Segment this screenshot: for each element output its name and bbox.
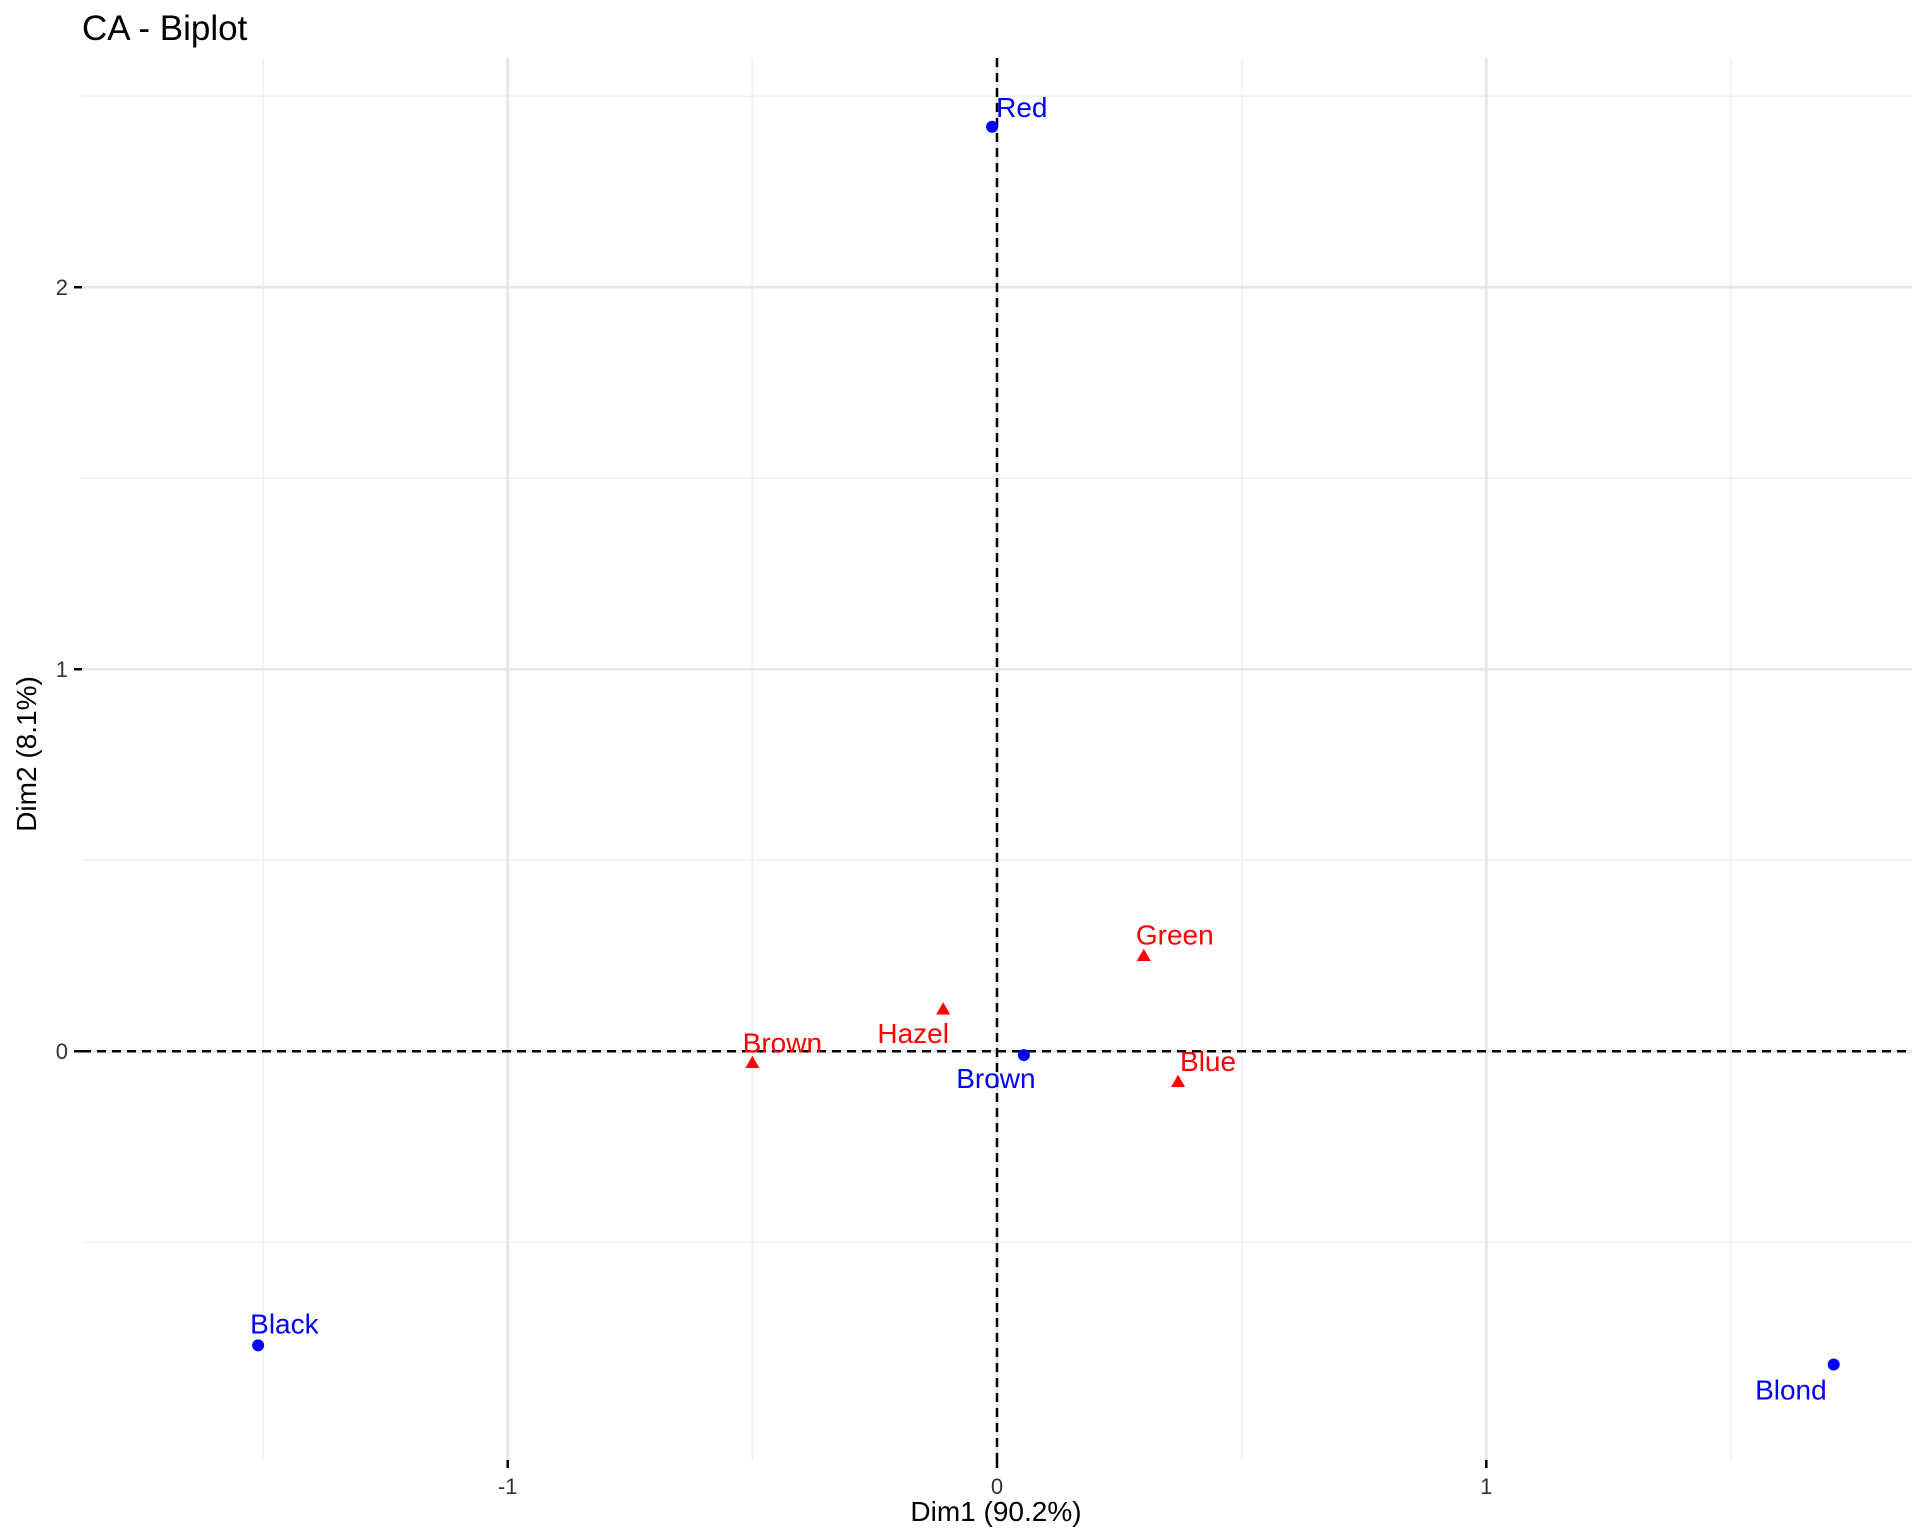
triangle-point-blue — [1171, 1074, 1186, 1088]
chart-title: CA - Biplot — [82, 9, 248, 48]
x-tick-label: -1 — [498, 1474, 518, 1499]
triangle-point-green — [1136, 948, 1151, 961]
y-tick-label: 2 — [56, 275, 68, 300]
reference-lines — [82, 58, 1912, 1460]
x-axis-title: Dim1 (90.2%) — [910, 1496, 1081, 1527]
point-label-blond: Blond — [1755, 1374, 1827, 1405]
circle-point-brown — [1017, 1049, 1030, 1062]
y-tick-label: 1 — [56, 657, 68, 682]
triangle-point-brown — [745, 1055, 760, 1068]
y-tick-label: 0 — [56, 1039, 68, 1064]
y-axis-title: Dim2 (8.1%) — [11, 676, 42, 832]
circle-point-red — [986, 120, 999, 133]
x-tick-label: 0 — [991, 1474, 1003, 1499]
point-label-blue: Blue — [1180, 1046, 1236, 1077]
point-label-brown: Brown — [743, 1028, 822, 1059]
point-label-red: Red — [996, 92, 1047, 123]
circle-point-blond — [1827, 1358, 1840, 1371]
axis-ticks: -1 0 1 0 1 2 — [56, 275, 1493, 1499]
triangle-point-hazel — [936, 1002, 951, 1015]
point-label-brown: Brown — [956, 1063, 1035, 1094]
point-label-hazel: Hazel — [877, 1018, 949, 1049]
point-label-green: Green — [1136, 920, 1214, 951]
circle-point-black — [252, 1339, 265, 1352]
x-tick-label: 1 — [1480, 1474, 1492, 1499]
point-label-black: Black — [250, 1308, 319, 1339]
